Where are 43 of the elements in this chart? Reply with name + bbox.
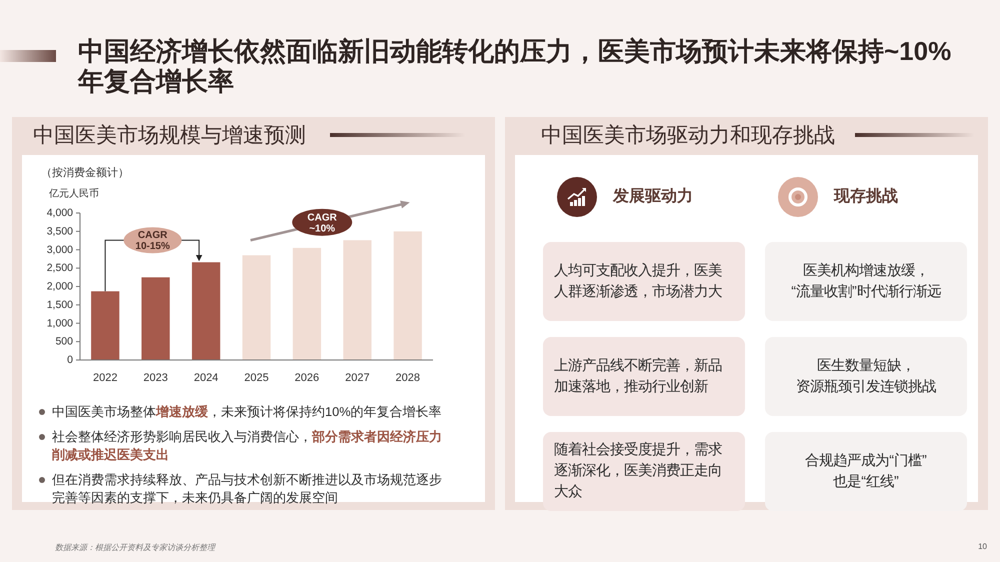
text: 10 bbox=[978, 542, 987, 551]
text: 中国医美市场整体增速放缓，未来预计将保持约10%的年复合增长率 bbox=[52, 404, 442, 419]
text: 人均可支配收入提升，医美人群逐渐渗透，市场潜力大 bbox=[554, 262, 722, 300]
y-tick-label: 2,000 bbox=[46, 280, 74, 292]
y-tick-label: 3,500 bbox=[46, 225, 74, 238]
x-tick-label: 2024 bbox=[194, 372, 218, 384]
y-tick-label: 1,500 bbox=[46, 298, 74, 311]
bar bbox=[142, 277, 170, 360]
y-tick-label: 2,500 bbox=[46, 262, 74, 274]
x-tick-label: 2025 bbox=[244, 372, 269, 384]
x-tick-label: 2028 bbox=[396, 372, 420, 384]
bar bbox=[343, 240, 372, 360]
y-tick-label: 1,000 bbox=[46, 317, 74, 330]
text: （按消费金额计） bbox=[41, 166, 129, 179]
text: 社会整体经济形势影响居民收入与消费信心，部分需求者因经济压力削减或推迟医美支出 bbox=[52, 429, 442, 462]
text: 医生数量短缺，资源瓶颈引发连锁挑战 bbox=[796, 358, 936, 394]
source-note: 数据来源：根据公开资料及专家访谈分析整理 bbox=[55, 543, 215, 552]
text: 发展驱动力 bbox=[613, 188, 693, 205]
x-tick-label: 2022 bbox=[92, 372, 118, 384]
text: 现存挑战 bbox=[834, 188, 898, 205]
x-tick-label: 2026 bbox=[294, 372, 320, 384]
bar bbox=[394, 231, 422, 360]
bar bbox=[292, 248, 322, 360]
y-tick-label: 500 bbox=[55, 336, 74, 348]
y-axis-title: 亿元人民币 bbox=[48, 188, 99, 200]
text: 中国经济增长依然面临新旧动能转化的压力，医美市场预计未来将保持~10%年复合增长率 bbox=[78, 36, 952, 96]
bar bbox=[91, 291, 120, 360]
annotation: CAGR ~10% bbox=[307, 212, 338, 234]
x-tick-label: 2023 bbox=[143, 372, 168, 384]
y-tick-label: 3,000 bbox=[46, 244, 74, 256]
text: 医美机构增速放缓，“流量收割”时代渐行渐远 bbox=[791, 262, 941, 300]
chart-subtitle: 中国医美市场规模与增速预测 bbox=[33, 124, 306, 147]
text: 合规趋严成为“门槛”也是“红线” bbox=[805, 452, 927, 490]
y-tick-label: 0 bbox=[67, 354, 74, 366]
y-tick-label: 4,000 bbox=[46, 207, 74, 219]
bar bbox=[242, 255, 271, 360]
bar bbox=[192, 262, 220, 360]
x-tick-label: 2027 bbox=[345, 372, 370, 384]
text: 随着社会接受度提升，需求逐渐深化，医美消费正走向大众 bbox=[554, 442, 722, 500]
annotation: CAGR 10-15% bbox=[135, 230, 170, 252]
text: 但在消费需求持续释放、产品与技术创新不断推进以及市场规范逐步完善等因素的支撑下，未来仍具备广阔的发展空间 bbox=[52, 472, 442, 505]
text: 中国医美市场驱动力和现存挑战 bbox=[541, 124, 835, 147]
text: 上游产品线不断完善，新品加速落地，推动行业创新 bbox=[554, 358, 722, 394]
